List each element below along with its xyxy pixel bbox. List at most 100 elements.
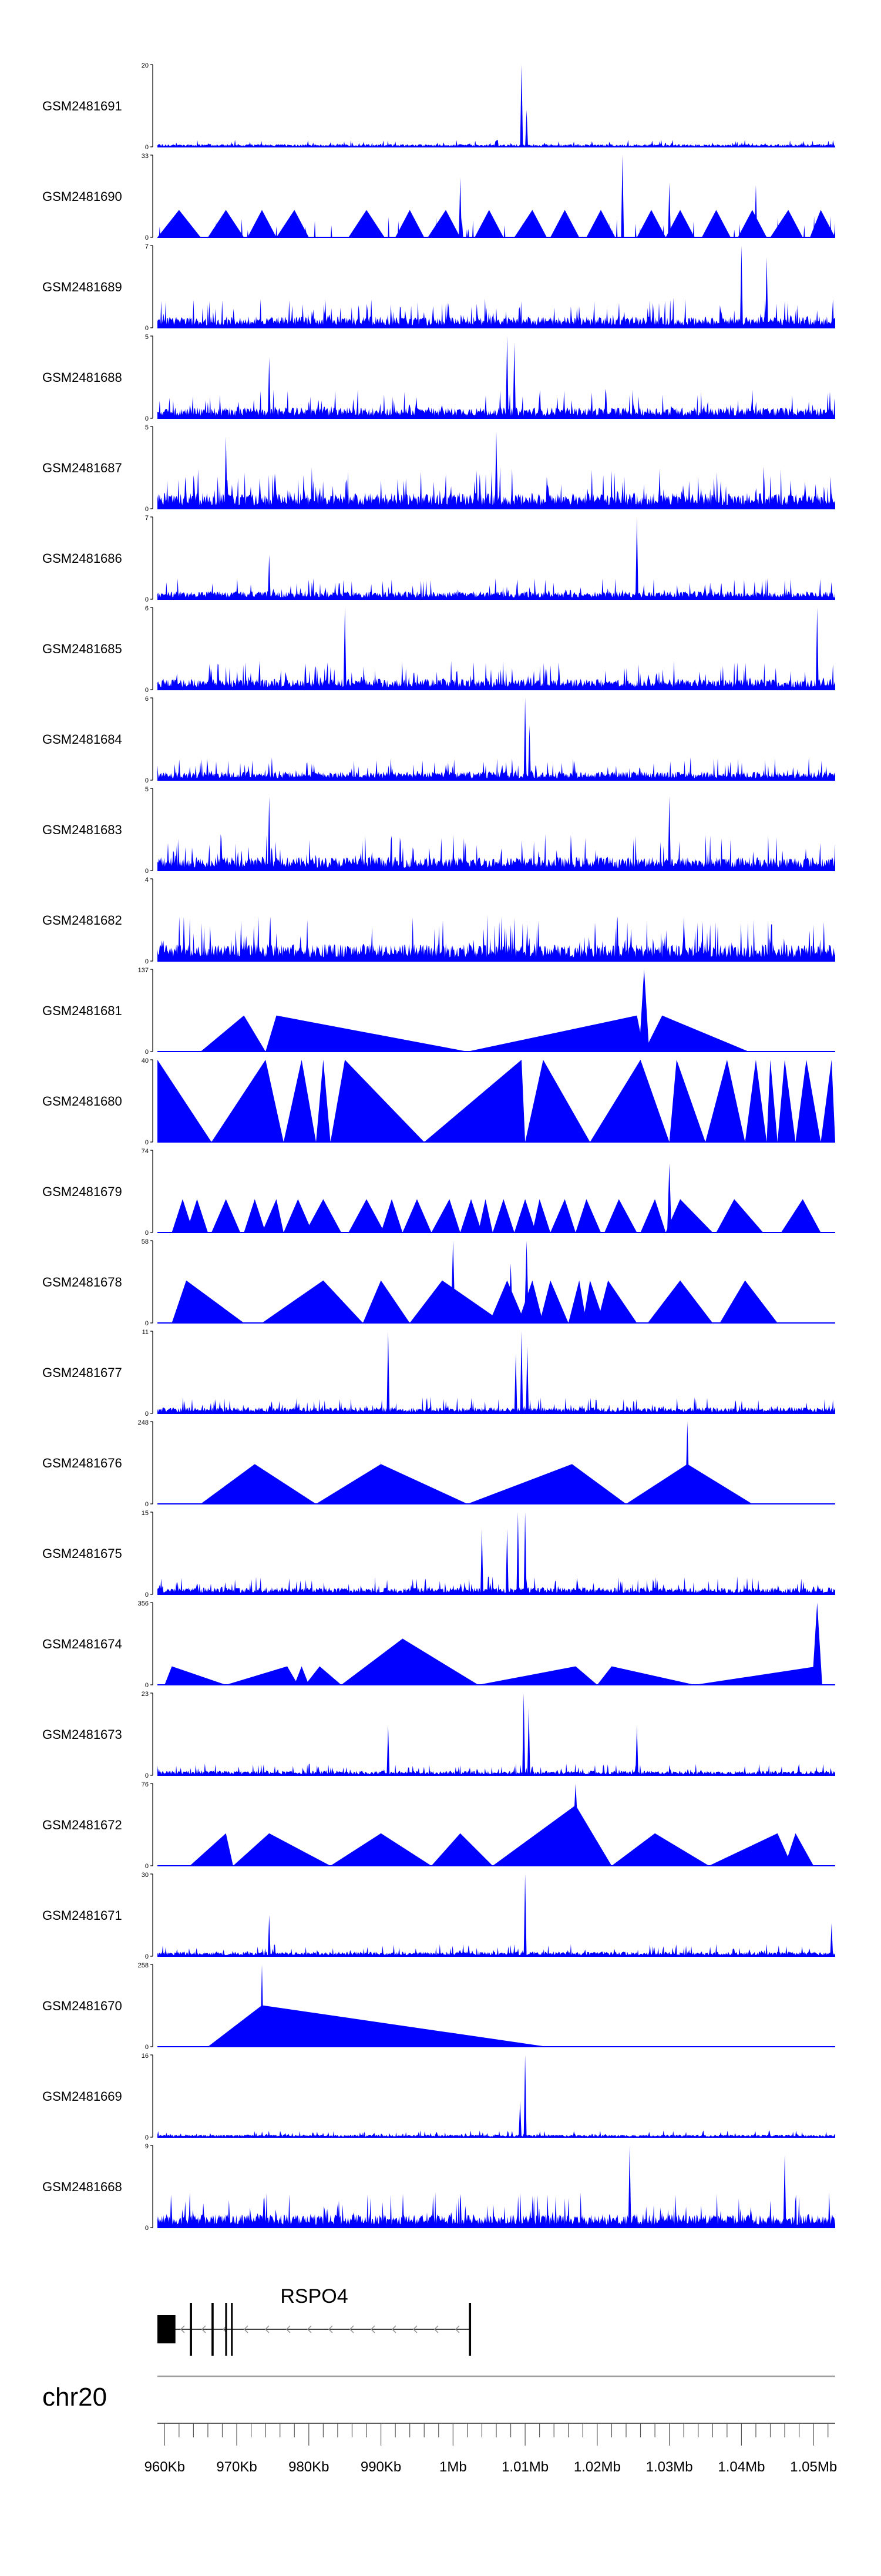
track-GSM2481684: GSM2481684 6 0	[42, 696, 835, 784]
coverage-triangle	[190, 1833, 233, 1866]
strand-arrow	[201, 2325, 206, 2333]
coverage-peak	[514, 1354, 517, 1413]
y-max-label: 6	[145, 605, 149, 612]
coverage-peak	[495, 431, 498, 509]
coverage-triangle	[294, 1666, 309, 1685]
track-GSM2481672: GSM2481672 76 0	[42, 1781, 835, 1870]
coverage-triangle	[766, 1060, 778, 1142]
coverage-triangle	[525, 1060, 590, 1142]
coverage-triangle	[330, 1833, 432, 1866]
track-GSM2481670: GSM2481670 258 0	[42, 1962, 835, 2051]
strand-arrow	[412, 2325, 418, 2333]
coverage-peak	[527, 1707, 530, 1775]
coverage-peak	[522, 1693, 526, 1775]
coverage-area	[157, 834, 835, 871]
coverage-peak	[523, 698, 527, 780]
y-min-label: 0	[145, 234, 149, 241]
axis-tick-label: 970Kb	[216, 2459, 257, 2475]
axis-tick-label: 1.05Mb	[790, 2459, 837, 2475]
coverage-triangle	[305, 1199, 342, 1232]
y-min-label: 0	[145, 1320, 149, 1327]
track-label: GSM2481680	[42, 1094, 122, 1109]
y-max-label: 16	[142, 2053, 149, 2060]
coverage-triangle	[489, 1280, 526, 1323]
y-min-label: 0	[145, 1501, 149, 1508]
track-GSM2481668: GSM2481668 9 0	[42, 2143, 835, 2232]
y-max-label: 76	[142, 1781, 149, 1788]
y-min-label: 0	[145, 2134, 149, 2141]
coverage-area	[157, 2130, 835, 2137]
track-GSM2481686: GSM2481686 7 0	[42, 515, 835, 603]
coverage-triangle	[207, 2005, 547, 2047]
y-min-label: 0	[145, 1591, 149, 1598]
y-min-label: 0	[145, 868, 149, 875]
coverage-peak	[459, 177, 462, 237]
coverage-triangle	[276, 210, 309, 237]
coverage-triangle	[597, 1666, 695, 1685]
coverage-triangle	[550, 1199, 576, 1232]
coverage-triangle	[262, 1199, 284, 1232]
coverage-peak	[635, 1725, 638, 1775]
gene-name-label: RSPO4	[280, 2285, 348, 2308]
y-min-label: 0	[145, 144, 149, 151]
y-min-label: 0	[145, 415, 149, 422]
track-label: GSM2481673	[42, 1727, 122, 1742]
coverage-triangle	[517, 1280, 543, 1323]
coverage-triangle	[283, 1199, 312, 1232]
coverage-triangle	[348, 1199, 385, 1232]
coverage-triangle	[514, 1199, 536, 1232]
coverage-triangle	[157, 210, 201, 237]
coverage-triangle	[583, 1280, 605, 1323]
coverage-triangle	[576, 1199, 601, 1232]
coverage-triangle	[362, 1280, 410, 1323]
coverage-triangle	[283, 1060, 317, 1142]
coverage-triangle	[611, 1833, 709, 1866]
track-label: GSM2481691	[42, 99, 122, 113]
coverage-triangle	[665, 1199, 713, 1232]
track-label: GSM2481681	[42, 1003, 122, 1018]
coverage-triangle	[539, 1280, 569, 1323]
track-label: GSM2481677	[42, 1365, 122, 1380]
track-label: GSM2481688	[42, 370, 122, 385]
coverage-peak	[528, 725, 531, 780]
track-label: GSM2481687	[42, 461, 122, 475]
coverage-peak	[505, 1529, 509, 1594]
track-label: GSM2481672	[42, 1818, 122, 1832]
strand-arrow	[370, 2325, 375, 2333]
y-min-label: 0	[145, 596, 149, 603]
gene-exon	[225, 2303, 227, 2356]
coverage-triangle	[795, 1060, 821, 1142]
track-label: GSM2481671	[42, 1908, 122, 1923]
track-GSM2481685: GSM2481685 6 0	[42, 605, 835, 694]
coverage-triangle	[409, 1280, 504, 1323]
y-max-label: 5	[145, 786, 149, 793]
coverage-area	[157, 388, 835, 418]
track-GSM2481674: GSM2481674 356 0	[42, 1600, 835, 1689]
track-GSM2481673: GSM2481673 23 0	[42, 1691, 835, 1779]
coverage-peak	[523, 1874, 527, 1956]
coverage-triangle	[262, 1280, 363, 1323]
coverage-triangle	[341, 1638, 479, 1685]
coverage-triangle	[395, 210, 425, 237]
coverage-peak	[260, 1964, 264, 2047]
y-max-label: 137	[138, 967, 149, 974]
coverage-triangle	[305, 1666, 342, 1685]
coverage-triangle	[226, 1666, 298, 1685]
coverage-triangle	[467, 1015, 644, 1052]
coverage-triangle	[705, 1060, 745, 1142]
coverage-triangle	[478, 1666, 597, 1685]
coverage-peak	[783, 2154, 786, 2228]
coverage-area	[157, 915, 835, 961]
track-GSM2481683: GSM2481683 5 0	[42, 786, 835, 875]
gene-exon	[190, 2303, 192, 2356]
track-label: GSM2481675	[42, 1546, 122, 1561]
coverage-triangle	[532, 1199, 551, 1232]
y-min-label: 0	[145, 1953, 149, 1960]
coverage-triangle	[431, 1833, 493, 1866]
axis-tick-label: 1.03Mb	[646, 2459, 693, 2475]
coverage-triangle	[777, 1060, 796, 1142]
coverage-triangle	[164, 1666, 226, 1685]
gene-model-RSPO4: RSPO4	[157, 2285, 472, 2356]
coverage-area	[157, 660, 835, 690]
y-max-label: 4	[145, 876, 149, 884]
